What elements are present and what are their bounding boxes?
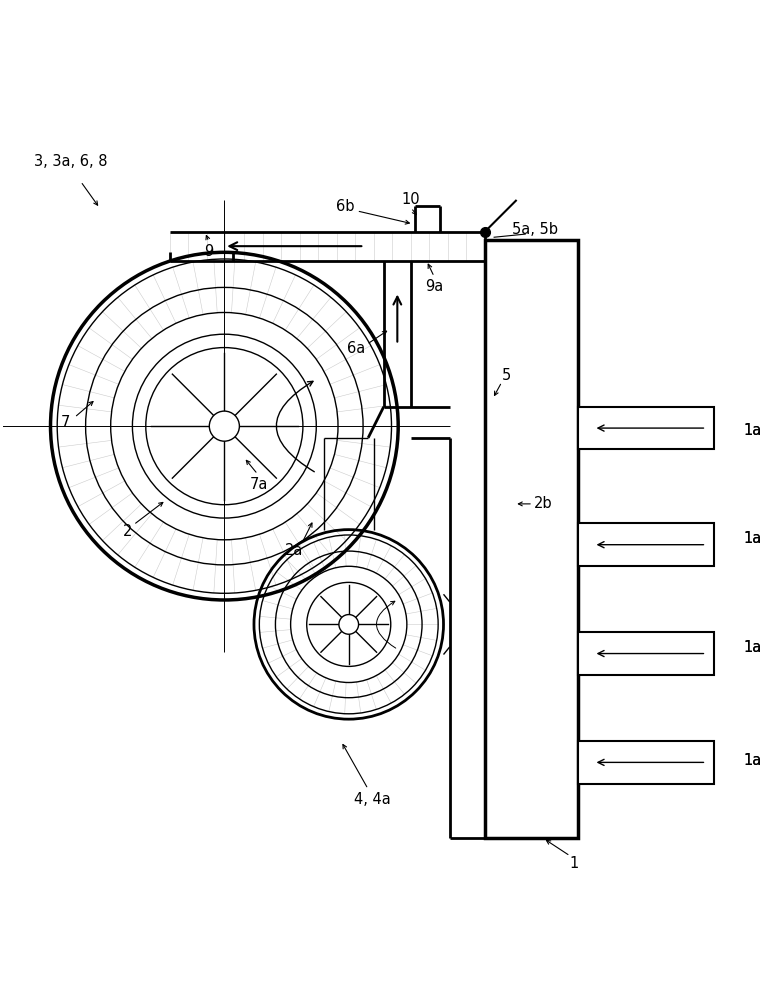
Text: 1: 1 [569,856,579,871]
Bar [578,523,714,566]
Text: 4, 4a: 4, 4a [354,792,391,807]
Bar [578,632,714,675]
Text: 2: 2 [122,524,132,539]
Text: 2a: 2a [285,543,304,558]
Text: 9a: 9a [425,279,443,294]
Circle shape [209,411,240,441]
Text: 3, 3a, 6, 8: 3, 3a, 6, 8 [34,154,107,169]
Text: 9: 9 [204,244,214,259]
Bar [578,407,714,449]
Text: 7a: 7a [250,477,269,492]
Circle shape [339,615,359,634]
Text: 6b: 6b [336,199,354,214]
Text: 6a: 6a [348,341,366,356]
Text: 1a: 1a [744,423,762,438]
Bar [578,741,714,784]
Text: 1a: 1a [744,531,762,546]
Bar [485,240,578,838]
Text: 1a: 1a [744,423,762,438]
Text: 7: 7 [60,415,70,430]
Text: 1a: 1a [744,753,762,768]
Text: 5a, 5b: 5a, 5b [512,222,558,237]
Text: 2b: 2b [534,496,553,511]
Text: 1a: 1a [744,753,762,768]
Text: 1a: 1a [744,640,762,655]
Text: 5: 5 [502,368,511,383]
Text: 1a: 1a [744,640,762,655]
Text: 10: 10 [402,192,420,207]
Text: 1a: 1a [744,531,762,546]
